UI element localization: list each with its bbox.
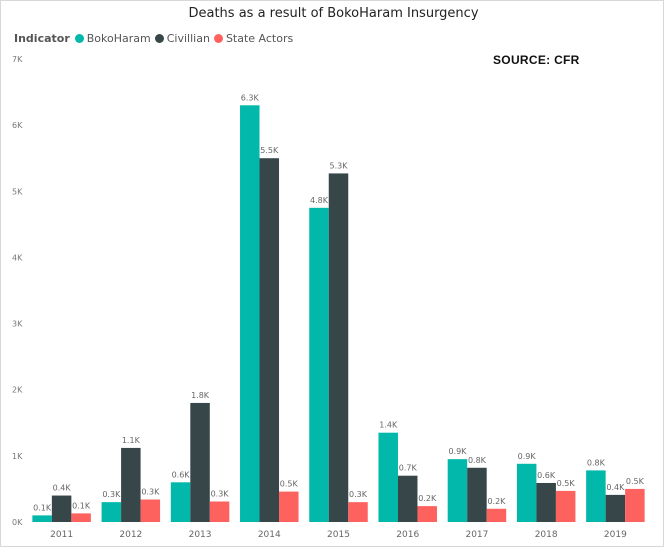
data-label: 6.3K bbox=[241, 93, 260, 102]
y-tick-label: 5K bbox=[12, 187, 23, 196]
y-tick-label: 6K bbox=[12, 121, 23, 130]
bar[interactable] bbox=[32, 515, 52, 522]
legend-dot-state-actors bbox=[213, 34, 223, 43]
bar[interactable] bbox=[586, 470, 606, 522]
bar[interactable] bbox=[259, 158, 280, 522]
data-label: 4.8K bbox=[310, 196, 329, 205]
bar[interactable] bbox=[309, 207, 329, 523]
data-label: 0.9K bbox=[518, 452, 537, 461]
bar[interactable] bbox=[417, 506, 437, 522]
bar[interactable] bbox=[101, 502, 122, 522]
data-label: 0.8K bbox=[587, 458, 606, 467]
data-label: 0.2K bbox=[418, 494, 437, 503]
bar[interactable] bbox=[240, 105, 260, 523]
legend-dot-civillian bbox=[154, 34, 164, 43]
bar[interactable] bbox=[121, 447, 141, 522]
data-label: 0.6K bbox=[537, 471, 556, 480]
data-label: 0.2K bbox=[487, 497, 506, 506]
data-label: 0.8K bbox=[468, 456, 487, 465]
bar[interactable] bbox=[605, 494, 626, 522]
bar[interactable] bbox=[328, 173, 349, 523]
bar[interactable] bbox=[209, 501, 230, 522]
bar[interactable] bbox=[71, 513, 91, 522]
legend-label-bokoharam: BokoHaram bbox=[86, 32, 151, 45]
x-tick-label: 2015 bbox=[327, 530, 350, 540]
x-tick-label: 2012 bbox=[119, 530, 142, 540]
legend-label-civillian: Civillian bbox=[166, 32, 210, 45]
data-label: 0.9K bbox=[448, 447, 467, 456]
data-label: 5.3K bbox=[330, 161, 349, 170]
data-label: 1.1K bbox=[122, 436, 141, 445]
y-tick-label: 0K bbox=[12, 518, 23, 527]
legend: Indicator BokoHaram Civillian State Acto… bbox=[14, 32, 297, 45]
data-label: 0.4K bbox=[606, 483, 625, 492]
data-label: 0.5K bbox=[280, 480, 299, 489]
data-label: 0.3K bbox=[211, 489, 230, 498]
data-label: 0.4K bbox=[53, 484, 72, 493]
bar[interactable] bbox=[279, 491, 299, 522]
y-tick-label: 4K bbox=[12, 253, 23, 262]
data-label: 0.6K bbox=[172, 470, 191, 479]
data-label: 0.5K bbox=[626, 477, 645, 486]
bar[interactable] bbox=[447, 459, 468, 522]
x-tick-label: 2013 bbox=[189, 530, 212, 540]
y-tick-label: 7K bbox=[12, 55, 23, 64]
bar[interactable] bbox=[467, 467, 487, 522]
data-label: 0.1K bbox=[72, 501, 91, 510]
x-tick-label: 2016 bbox=[396, 530, 419, 540]
bar[interactable] bbox=[348, 502, 368, 522]
data-label: 0.5K bbox=[557, 479, 576, 488]
legend-item-bokoharam[interactable]: BokoHaram bbox=[74, 32, 151, 45]
data-label: 0.7K bbox=[399, 464, 418, 473]
x-tick-label: 2011 bbox=[50, 530, 73, 540]
legend-item-civillian[interactable]: Civillian bbox=[154, 32, 210, 45]
bar[interactable] bbox=[625, 488, 645, 522]
bar[interactable] bbox=[51, 495, 72, 522]
y-tick-label: 1K bbox=[12, 452, 23, 461]
y-tick-label: 2K bbox=[12, 386, 23, 395]
source-note: SOURCE: CFR bbox=[493, 53, 580, 67]
data-label: 1.8K bbox=[191, 391, 210, 400]
data-label: 5.5K bbox=[260, 146, 279, 155]
data-label: 0.3K bbox=[349, 490, 368, 499]
x-tick-label: 2018 bbox=[535, 530, 558, 540]
bar[interactable] bbox=[536, 482, 556, 522]
bar[interactable] bbox=[486, 508, 507, 522]
data-label: 1.4K bbox=[379, 421, 398, 430]
legend-item-state-actors[interactable]: State Actors bbox=[213, 32, 294, 45]
bar[interactable] bbox=[170, 482, 191, 522]
legend-title: Indicator bbox=[14, 32, 70, 45]
data-label: 0.1K bbox=[33, 503, 52, 512]
legend-label-state-actors: State Actors bbox=[225, 32, 294, 45]
bar[interactable] bbox=[397, 475, 418, 522]
bar[interactable] bbox=[516, 463, 537, 522]
chart-title: Deaths as a result of BokoHaram Insurgen… bbox=[188, 6, 479, 21]
bar[interactable] bbox=[555, 490, 576, 522]
legend-dot-bokoharam bbox=[74, 34, 84, 43]
x-tick-label: 2017 bbox=[465, 530, 488, 540]
y-tick-label: 3K bbox=[12, 320, 23, 329]
x-tick-label: 2019 bbox=[604, 530, 627, 540]
bar[interactable] bbox=[190, 402, 210, 522]
data-label: 0.3K bbox=[102, 490, 121, 499]
x-tick-label: 2014 bbox=[258, 530, 281, 540]
bar[interactable] bbox=[140, 499, 161, 522]
data-label: 0.3K bbox=[141, 488, 160, 497]
bar[interactable] bbox=[378, 432, 398, 522]
